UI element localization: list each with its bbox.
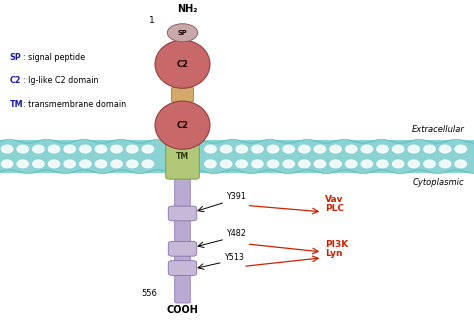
FancyBboxPatch shape [168, 206, 197, 221]
Circle shape [95, 145, 107, 153]
Circle shape [392, 160, 404, 168]
Circle shape [95, 160, 107, 168]
Circle shape [48, 145, 60, 153]
Circle shape [299, 160, 310, 168]
Text: NH₂: NH₂ [177, 4, 198, 14]
Text: Vav: Vav [325, 195, 343, 204]
Circle shape [392, 145, 404, 153]
Circle shape [127, 160, 138, 168]
FancyBboxPatch shape [168, 261, 197, 275]
Text: C2: C2 [176, 60, 189, 69]
Text: Y513: Y513 [224, 253, 244, 262]
Text: : Ig-like C2 domain: : Ig-like C2 domain [23, 76, 98, 85]
Circle shape [299, 145, 310, 153]
Circle shape [439, 160, 451, 168]
Text: Cytoplasmic: Cytoplasmic [413, 178, 465, 187]
FancyBboxPatch shape [172, 87, 193, 102]
Circle shape [17, 145, 28, 153]
Circle shape [252, 145, 263, 153]
Circle shape [64, 160, 75, 168]
Text: PLC: PLC [325, 204, 344, 213]
FancyBboxPatch shape [174, 172, 190, 303]
Circle shape [142, 160, 154, 168]
Circle shape [1, 145, 13, 153]
Text: SP: SP [178, 30, 187, 36]
Circle shape [111, 160, 122, 168]
Text: TM: TM [176, 152, 189, 161]
Circle shape [220, 160, 232, 168]
Circle shape [346, 160, 357, 168]
Circle shape [439, 145, 451, 153]
Text: PI3K: PI3K [325, 240, 348, 249]
Ellipse shape [155, 101, 210, 149]
Ellipse shape [167, 24, 198, 42]
Text: TM: TM [9, 100, 23, 108]
Text: 556: 556 [141, 289, 157, 298]
Text: Y391: Y391 [226, 192, 246, 201]
Circle shape [33, 160, 44, 168]
Circle shape [205, 145, 216, 153]
Circle shape [408, 145, 419, 153]
Circle shape [64, 145, 75, 153]
Text: Extracellular: Extracellular [411, 125, 465, 134]
Ellipse shape [155, 40, 210, 88]
Bar [179, 42, 186, 136]
Circle shape [17, 160, 28, 168]
Circle shape [236, 160, 247, 168]
Circle shape [252, 160, 263, 168]
Circle shape [314, 160, 326, 168]
Text: 1: 1 [149, 16, 155, 25]
Circle shape [48, 160, 60, 168]
Circle shape [361, 145, 373, 153]
Text: Lyn: Lyn [325, 249, 342, 258]
Circle shape [330, 145, 341, 153]
Circle shape [205, 160, 216, 168]
Circle shape [346, 145, 357, 153]
Circle shape [455, 160, 466, 168]
Circle shape [424, 160, 435, 168]
Text: C2: C2 [176, 121, 189, 130]
Circle shape [283, 145, 294, 153]
Circle shape [127, 145, 138, 153]
Circle shape [408, 160, 419, 168]
Circle shape [330, 160, 341, 168]
FancyBboxPatch shape [168, 241, 197, 256]
Circle shape [236, 145, 247, 153]
Circle shape [33, 145, 44, 153]
Circle shape [80, 160, 91, 168]
Circle shape [283, 160, 294, 168]
Circle shape [267, 145, 279, 153]
Circle shape [377, 145, 388, 153]
Circle shape [111, 145, 122, 153]
Circle shape [267, 160, 279, 168]
Circle shape [424, 145, 435, 153]
Circle shape [80, 145, 91, 153]
Circle shape [361, 160, 373, 168]
Circle shape [1, 160, 13, 168]
Circle shape [377, 160, 388, 168]
Circle shape [220, 145, 232, 153]
Bar [0, 140, 474, 173]
Circle shape [142, 145, 154, 153]
Circle shape [455, 145, 466, 153]
Text: SP: SP [9, 53, 21, 62]
Text: : signal peptide: : signal peptide [23, 53, 85, 62]
Text: : transmembrane domain: : transmembrane domain [23, 100, 126, 108]
Text: Y482: Y482 [226, 229, 246, 238]
Circle shape [314, 145, 326, 153]
Text: COOH: COOH [166, 305, 199, 315]
Text: C2: C2 [9, 76, 21, 85]
FancyBboxPatch shape [165, 134, 199, 179]
